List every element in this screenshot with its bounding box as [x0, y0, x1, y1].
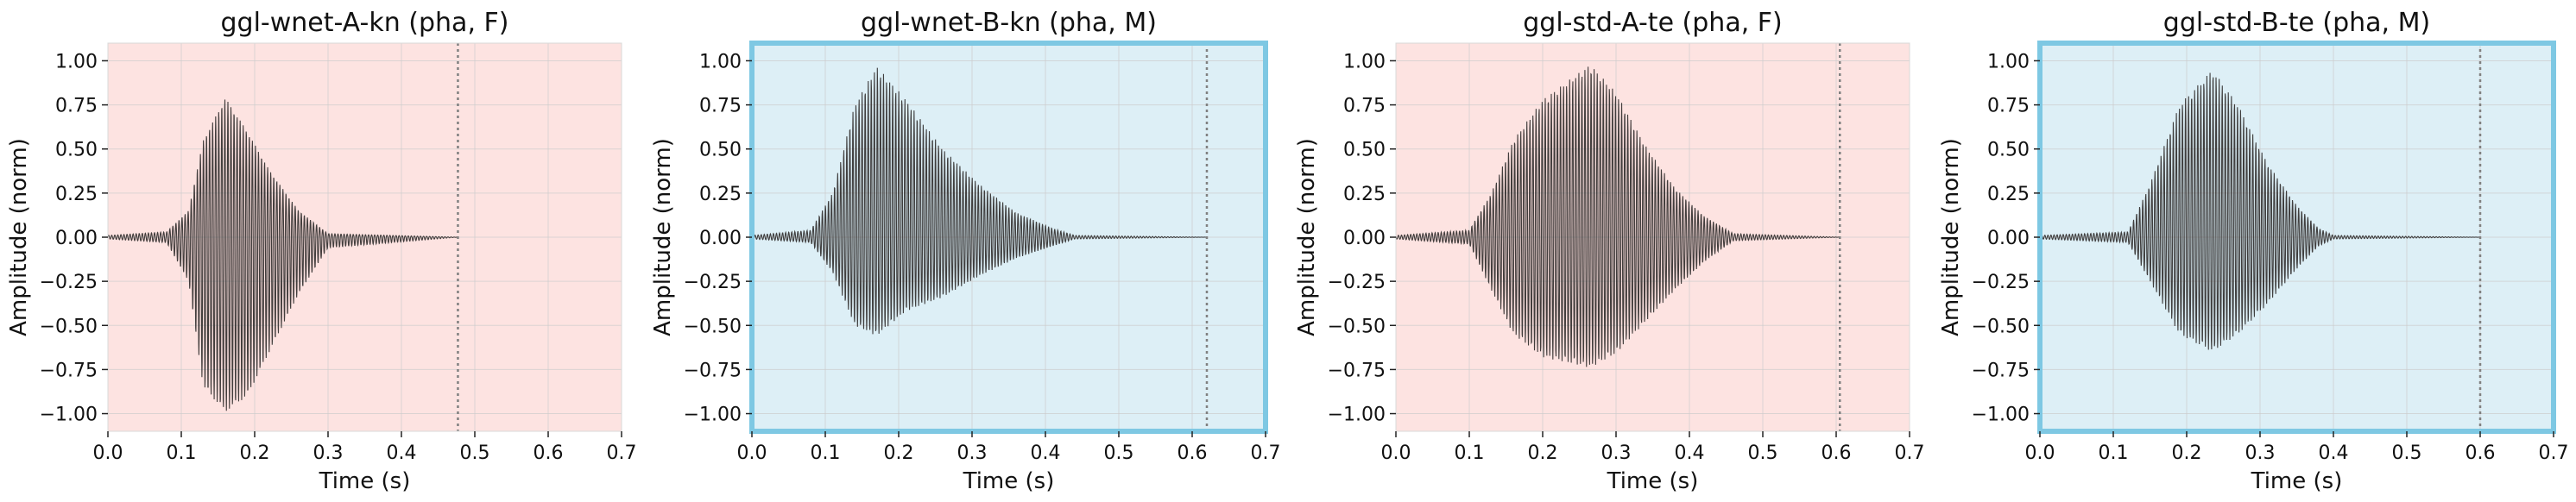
chart-title: ggl-wnet-B-kn (pha, M) [861, 8, 1157, 38]
y-tick-label: 0.75 [55, 96, 98, 117]
x-tick-label: 0.5 [1104, 442, 1134, 464]
chart-panel-3: 0.0 0.1 0.2 0.3 0.4 0.5 0.6 0.7 1.00 0.75 0.50 0.25… [1294, 8, 1925, 494]
y-tick-label: −0.25 [1972, 272, 2030, 293]
x-axis-label: Time (s) [1607, 468, 1699, 494]
y-axis-label: Amplitude (norm) [650, 138, 676, 336]
chart-panel-4: 0.0 0.1 0.2 0.3 0.4 0.5 0.6 0.7 1.00 0.75 0.50 0.25… [1938, 8, 2569, 494]
y-tick-label: 0.25 [1987, 184, 2030, 205]
y-tick-label: 1.00 [699, 51, 742, 72]
y-tick-label: 0.50 [1987, 140, 2030, 161]
y-tick-label: 0.75 [1987, 96, 2030, 117]
y-tick-label: 0.50 [1343, 140, 1386, 161]
y-tick-label: −0.25 [684, 272, 742, 293]
x-tick-label: 0.1 [1455, 442, 1485, 464]
x-tick-label: 0.4 [1675, 442, 1705, 464]
y-tick-label: 1.00 [55, 51, 98, 72]
y-tick-label: 0.75 [699, 96, 742, 117]
x-tick-label: 0.0 [2025, 442, 2055, 464]
y-axis-label: Amplitude (norm) [6, 138, 32, 336]
y-tick-label: −0.25 [40, 272, 98, 293]
x-tick-label: 0.5 [1748, 442, 1778, 464]
y-tick-label: −1.00 [1328, 405, 1386, 426]
x-axis-label: Time (s) [2251, 468, 2343, 494]
x-tick-label: 0.0 [1381, 442, 1411, 464]
chart-panel-2: 0.0 0.1 0.2 0.3 0.4 0.5 0.6 0.7 1.00 0.75 0.50 0.25… [650, 8, 1281, 494]
chart-title: ggl-wnet-A-kn (pha, F) [221, 8, 509, 38]
x-tick-label: 0.6 [2466, 442, 2496, 464]
y-axis-label: Amplitude (norm) [1938, 138, 1964, 336]
y-tick-label: −1.00 [684, 405, 742, 426]
x-tick-label: 0.2 [2172, 442, 2202, 464]
x-tick-label: 0.3 [2245, 442, 2276, 464]
x-tick-label: 0.6 [1178, 442, 1208, 464]
x-tick-label: 0.5 [2392, 442, 2422, 464]
x-tick-label: 0.1 [811, 442, 841, 464]
y-tick-label: −1.00 [40, 405, 98, 426]
y-tick-label: 0.25 [1343, 184, 1386, 205]
x-tick-label: 0.7 [2539, 442, 2569, 464]
x-tick-label: 0.2 [240, 442, 270, 464]
x-tick-label: 0.6 [534, 442, 564, 464]
x-tick-label: 0.1 [167, 442, 197, 464]
y-tick-label: −0.50 [40, 316, 98, 337]
y-tick-label: 1.00 [1987, 51, 2030, 72]
waveform-trace [1395, 66, 1840, 367]
y-tick-label: −0.75 [40, 360, 98, 381]
x-tick-label: 0.5 [460, 442, 490, 464]
y-tick-label: −0.50 [1328, 316, 1386, 337]
y-tick-label: 0.25 [55, 184, 98, 205]
y-tick-label: 0.00 [1343, 228, 1386, 249]
x-tick-label: 0.6 [1822, 442, 1852, 464]
x-tick-label: 0.3 [313, 442, 344, 464]
x-axis-label: Time (s) [319, 468, 411, 494]
x-tick-label: 0.2 [1528, 442, 1558, 464]
x-tick-label: 0.2 [884, 442, 914, 464]
x-tick-label: 0.7 [1895, 442, 1925, 464]
x-tick-label: 0.4 [2319, 442, 2349, 464]
x-tick-label: 0.7 [1251, 442, 1281, 464]
y-tick-label: 0.00 [55, 228, 98, 249]
y-tick-label: −0.50 [1972, 316, 2030, 337]
x-tick-label: 0.0 [93, 442, 123, 464]
y-tick-label: 0.00 [699, 228, 742, 249]
y-tick-label: 0.25 [699, 184, 742, 205]
x-tick-label: 0.3 [957, 442, 988, 464]
x-axis-label: Time (s) [963, 468, 1055, 494]
x-tick-label: 0.3 [1601, 442, 1632, 464]
y-tick-label: 1.00 [1343, 51, 1386, 72]
x-tick-label: 0.4 [1031, 442, 1061, 464]
y-tick-label: −0.50 [684, 316, 742, 337]
y-axis-label: Amplitude (norm) [1294, 138, 1320, 336]
chart-title: ggl-std-A-te (pha, F) [1523, 8, 1782, 38]
y-tick-label: 0.50 [55, 140, 98, 161]
x-tick-label: 0.4 [387, 442, 417, 464]
y-tick-label: 0.75 [1343, 96, 1386, 117]
chart-title: ggl-std-B-te (pha, M) [2163, 8, 2430, 38]
waveform-trace [107, 99, 458, 411]
x-tick-label: 0.7 [607, 442, 637, 464]
y-tick-label: −0.75 [1328, 360, 1386, 381]
x-tick-label: 0.0 [737, 442, 767, 464]
y-tick-label: −1.00 [1972, 405, 2030, 426]
x-tick-label: 0.1 [2099, 442, 2129, 464]
waveform-trace [751, 67, 1207, 335]
y-tick-label: −0.75 [684, 360, 742, 381]
chart-panel-1: 0.0 0.1 0.2 0.3 0.4 0.5 0.6 0.7 1.00 0.75 0.50 0.25… [6, 8, 637, 494]
y-tick-label: −0.25 [1328, 272, 1386, 293]
waveform-trace [2039, 72, 2480, 350]
y-tick-label: 0.50 [699, 140, 742, 161]
y-tick-label: −0.75 [1972, 360, 2030, 381]
y-tick-label: 0.00 [1987, 228, 2030, 249]
